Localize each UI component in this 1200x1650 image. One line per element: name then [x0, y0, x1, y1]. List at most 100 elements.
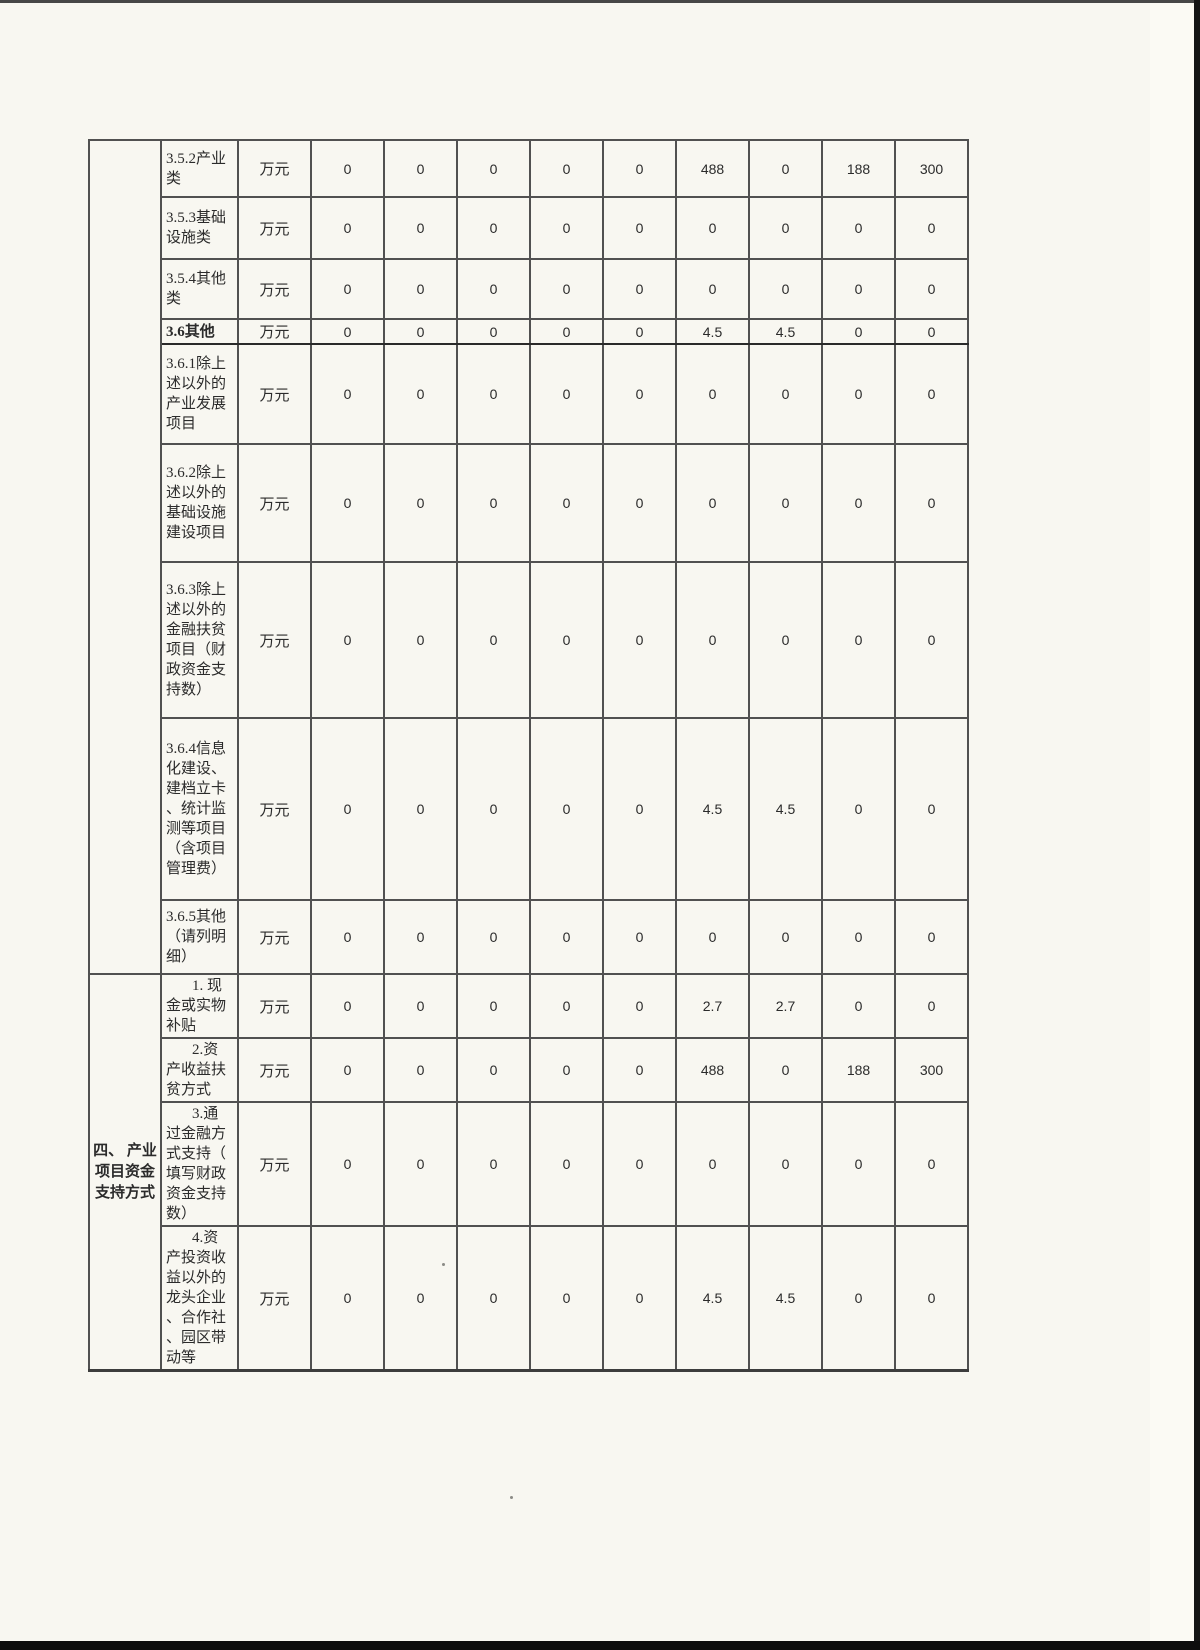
value-cell: 0 [821, 343, 896, 445]
value-cell: 0 [602, 1037, 677, 1103]
unit-cell: 万元 [237, 973, 312, 1039]
value-cell: 0 [456, 1037, 531, 1103]
value-cell: 0 [456, 196, 531, 260]
value-cell: 0 [748, 899, 823, 975]
unit-cell: 万元 [237, 1225, 312, 1372]
value-cell: 0 [821, 717, 896, 901]
value-cell: 0 [894, 318, 969, 345]
value-cell: 0 [894, 973, 969, 1039]
value-cell: 0 [529, 1101, 604, 1227]
row-label-cell: 3.通过金融方式支持（填写财政资金支持数） [160, 1101, 239, 1227]
table-body: 3.5.2产业类 万元 0 0 0 0 0 488 0 188 300 3.5.3基础设施类 万元 0 0 0… [88, 139, 969, 1372]
row-label-cell: 3.6.5其他（请列明细） [160, 899, 239, 975]
value-cell: 0 [675, 561, 750, 719]
value-cell: 0 [602, 899, 677, 975]
value-cell: 4.5 [675, 318, 750, 345]
value-cell: 0 [529, 343, 604, 445]
value-cell: 4.5 [675, 717, 750, 901]
row-label-cell: 3.6.3除上述以外的金融扶贫项目（财政资金支持数） [160, 561, 239, 719]
value-cell: 0 [602, 139, 677, 198]
value-cell: 0 [821, 561, 896, 719]
unit-cell: 万元 [237, 561, 312, 719]
unit-cell: 万元 [237, 1101, 312, 1227]
unit-cell: 万元 [237, 443, 312, 563]
unit-cell: 万元 [237, 1037, 312, 1103]
value-cell: 0 [894, 443, 969, 563]
value-cell: 0 [310, 1037, 385, 1103]
row-label-cell: 3.6.2除上述以外的基础设施建设项目 [160, 443, 239, 563]
value-cell: 188 [821, 1037, 896, 1103]
value-cell: 0 [310, 318, 385, 345]
value-cell: 0 [894, 258, 969, 320]
value-cell: 0 [894, 717, 969, 901]
value-cell: 0 [821, 1225, 896, 1372]
value-cell: 0 [602, 318, 677, 345]
value-cell: 0 [675, 258, 750, 320]
unit-cell: 万元 [237, 196, 312, 260]
value-cell: 0 [310, 1225, 385, 1372]
value-cell: 0 [748, 443, 823, 563]
row-label-cell: 3.6.4信息化建设、建档立卡、统计监测等项目（含项目管理费） [160, 717, 239, 901]
value-cell: 4.5 [748, 1225, 823, 1372]
value-cell: 0 [456, 258, 531, 320]
value-cell: 0 [310, 343, 385, 445]
value-cell: 0 [748, 1101, 823, 1227]
value-cell: 0 [310, 561, 385, 719]
value-cell: 0 [383, 717, 458, 901]
value-cell: 0 [894, 196, 969, 260]
value-cell: 0 [310, 139, 385, 198]
value-cell: 488 [675, 1037, 750, 1103]
value-cell: 0 [529, 973, 604, 1039]
table-row: 4.资产投资收益以外的龙头企业、合作社、园区带动等 万元 0 0 0 0 0 4.5 4.5 0 0 [89, 1225, 969, 1372]
value-cell: 0 [383, 899, 458, 975]
table-row: 3.6.2除上述以外的基础设施建设项目 万元 0 0 0 0 0 0 0 0 0 [89, 443, 969, 563]
table-row: 3.通过金融方式支持（填写财政资金支持数） 万元 0 0 0 0 0 0 0 0 0 [89, 1101, 969, 1227]
group-header-cell: 四、 产业项目资金支持方式 [88, 973, 162, 1372]
value-cell: 0 [821, 973, 896, 1039]
value-cell: 2.7 [675, 973, 750, 1039]
paper-edge-strip [1150, 0, 1195, 1650]
scan-edge-top [0, 0, 1200, 3]
value-cell: 0 [456, 1101, 531, 1227]
value-cell: 0 [602, 561, 677, 719]
unit-cell: 万元 [237, 318, 312, 345]
funding-report-table: 3.5.2产业类 万元 0 0 0 0 0 488 0 188 300 3.5.3基础设施类 万元 0 0 0… [88, 139, 969, 1372]
value-cell: 0 [748, 561, 823, 719]
value-cell: 488 [675, 139, 750, 198]
unit-cell: 万元 [237, 717, 312, 901]
value-cell: 0 [456, 561, 531, 719]
value-cell: 0 [310, 1101, 385, 1227]
value-cell: 0 [383, 1037, 458, 1103]
row-label-cell: 2.资产收益扶贫方式 [160, 1037, 239, 1103]
table-row: 3.5.4其他类 万元 0 0 0 0 0 0 0 0 0 [89, 258, 969, 320]
value-cell: 0 [310, 973, 385, 1039]
value-cell: 0 [383, 258, 458, 320]
value-cell: 0 [675, 443, 750, 563]
value-cell: 0 [602, 1101, 677, 1227]
value-cell: 0 [602, 258, 677, 320]
unit-cell: 万元 [237, 139, 312, 198]
value-cell: 300 [894, 139, 969, 198]
value-cell: 0 [310, 899, 385, 975]
value-cell: 0 [894, 1101, 969, 1227]
value-cell: 0 [383, 343, 458, 445]
value-cell: 0 [456, 899, 531, 975]
table-row: 3.5.3基础设施类 万元 0 0 0 0 0 0 0 0 0 [89, 196, 969, 260]
value-cell: 0 [821, 899, 896, 975]
scan-speck [510, 1496, 513, 1499]
value-cell: 188 [821, 139, 896, 198]
value-cell: 0 [675, 1101, 750, 1227]
value-cell: 0 [383, 1225, 458, 1372]
value-cell: 0 [456, 139, 531, 198]
scan-edge-right [1194, 0, 1200, 1650]
value-cell: 4.5 [748, 318, 823, 345]
table-row: 四、 产业项目资金支持方式 1. 现金或实物补贴 万元 0 0 0 0 0 2.7 2.7 0 0 [88, 973, 969, 1372]
value-cell: 0 [456, 343, 531, 445]
value-cell: 300 [894, 1037, 969, 1103]
value-cell: 0 [456, 973, 531, 1039]
value-cell: 0 [529, 1225, 604, 1372]
unit-cell: 万元 [237, 258, 312, 320]
value-cell: 0 [748, 258, 823, 320]
value-cell: 0 [821, 258, 896, 320]
value-cell: 0 [456, 1225, 531, 1372]
